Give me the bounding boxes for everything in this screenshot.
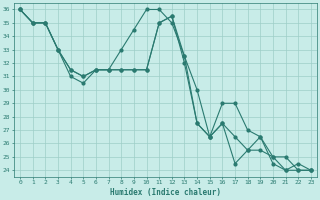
X-axis label: Humidex (Indice chaleur): Humidex (Indice chaleur) — [110, 188, 221, 197]
